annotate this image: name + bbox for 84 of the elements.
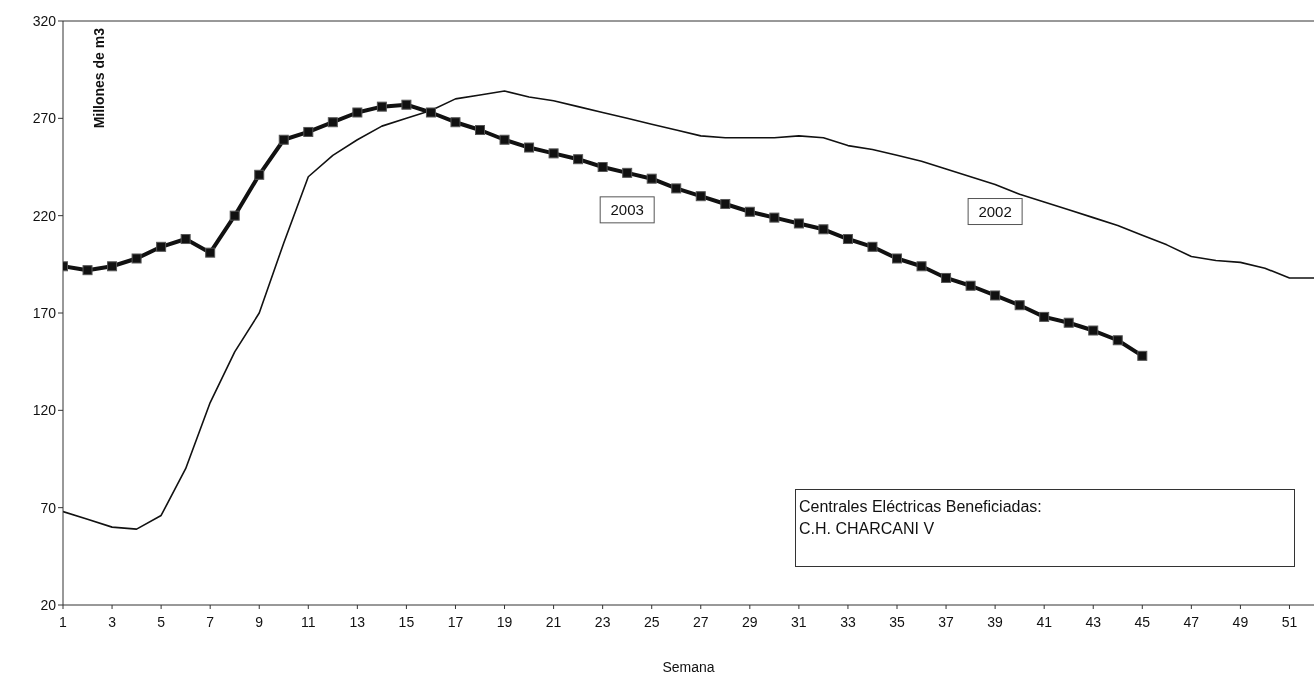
x-tick-label: 45 <box>1134 613 1151 630</box>
point <box>892 253 902 264</box>
point <box>646 173 657 184</box>
x-tick-label: 15 <box>398 613 415 630</box>
point <box>156 241 167 252</box>
annotation: Centrales Eléctricas Beneficiadas: <box>799 497 1043 517</box>
point <box>916 261 927 272</box>
point <box>254 169 265 180</box>
x-tick-label: 17 <box>447 613 464 630</box>
point <box>352 107 363 118</box>
x-tick-label: 3 <box>108 613 117 630</box>
y-tick-label: 70 <box>40 499 57 516</box>
point <box>720 198 731 209</box>
y-tick-label: 170 <box>32 304 57 321</box>
x-tick-label: 43 <box>1085 613 1102 630</box>
point <box>82 265 93 276</box>
x-tick-label: 23 <box>594 613 611 630</box>
point <box>1088 325 1099 336</box>
x-tick-label: 51 <box>1281 613 1298 630</box>
point <box>327 117 338 128</box>
point <box>1112 335 1123 346</box>
point <box>180 234 191 245</box>
x-tick-label: 29 <box>742 613 758 630</box>
x-tick-label: 47 <box>1183 613 1200 630</box>
y-tick-label: 320 <box>32 12 57 29</box>
x-tick-label: 41 <box>1036 613 1053 630</box>
x-tick-label: 27 <box>692 613 709 630</box>
point <box>867 241 878 252</box>
x-tick-label: 39 <box>987 613 1004 630</box>
point <box>499 134 510 145</box>
series-label: 2002 <box>978 202 1012 220</box>
point <box>425 107 436 118</box>
point <box>965 280 976 291</box>
point <box>376 101 387 112</box>
point <box>548 148 559 159</box>
point <box>524 142 535 153</box>
x-tick-label: 49 <box>1232 613 1249 630</box>
point <box>744 206 755 217</box>
y-tick-label: 20 <box>40 596 57 613</box>
y-axis-title: Millones de m3 <box>91 27 107 129</box>
note-box: Centrales Eléctricas Beneficiadas: C.H. CHARCANI V <box>795 489 1295 567</box>
x-tick-label: 13 <box>349 613 366 630</box>
point <box>671 183 682 194</box>
series-label: 2003 <box>610 200 644 218</box>
x-tick-label: 33 <box>840 613 856 630</box>
point <box>401 99 412 110</box>
point <box>818 224 829 235</box>
point <box>622 167 633 178</box>
point <box>573 154 584 165</box>
point <box>229 210 240 221</box>
y-tick-label: 120 <box>32 402 57 419</box>
point <box>131 253 142 264</box>
point <box>475 125 485 136</box>
x-tick-label: 37 <box>938 613 955 630</box>
x-tick-label: 1 <box>59 613 68 630</box>
point <box>303 126 314 137</box>
x-tick-label: 7 <box>206 613 215 630</box>
point <box>1137 350 1148 361</box>
x-tick-label: 19 <box>496 613 513 630</box>
point <box>842 234 853 245</box>
point <box>990 290 1001 301</box>
point <box>278 134 289 145</box>
x-tick-label: 31 <box>791 613 807 630</box>
point <box>597 162 608 172</box>
x-axis-title: Semana <box>662 659 715 675</box>
point <box>695 191 706 202</box>
point <box>450 117 461 128</box>
point <box>1039 311 1050 322</box>
x-tick-label: 5 <box>157 613 166 630</box>
point <box>793 218 804 229</box>
x-tick-label: 21 <box>545 613 562 630</box>
y-tick-label: 270 <box>32 110 57 127</box>
point <box>107 261 118 272</box>
point <box>1014 300 1025 311</box>
point <box>769 212 780 223</box>
point <box>941 272 952 283</box>
point <box>205 247 216 258</box>
y-tick-label: 220 <box>32 207 57 224</box>
annotation: C.H. CHARCANI V <box>799 519 936 539</box>
x-tick-label: 11 <box>301 613 316 630</box>
x-tick-label: 25 <box>643 613 660 630</box>
point <box>1063 317 1074 328</box>
x-tick-label: 9 <box>255 613 264 630</box>
x-tick-label: 35 <box>889 613 905 630</box>
